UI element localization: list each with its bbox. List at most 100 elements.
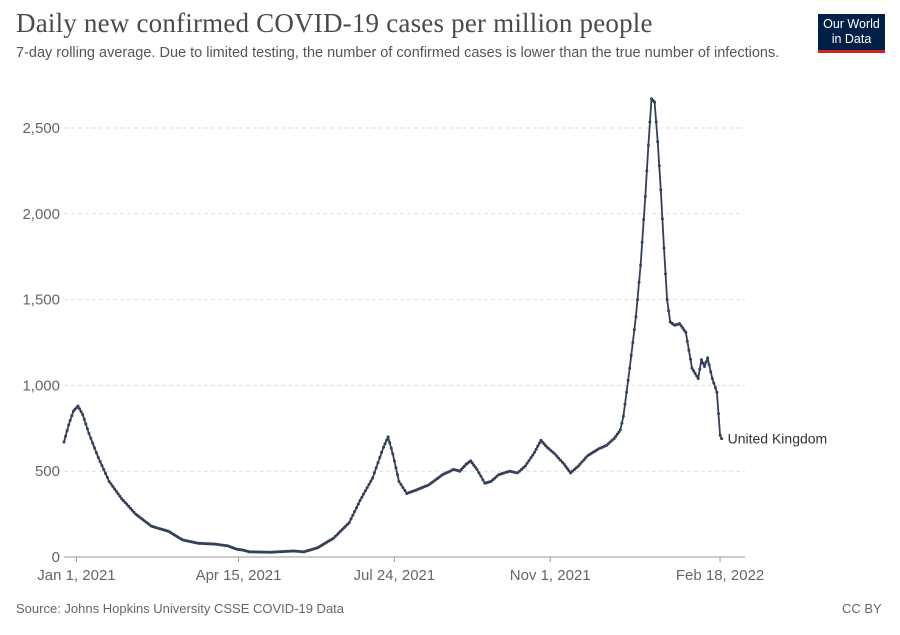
data-point [479,474,483,478]
data-point [118,494,122,498]
data-point [399,483,403,486]
x-tick-label: Apr 15, 2021 [196,567,282,584]
data-point [94,451,98,455]
y-tick-label: 0 [52,549,60,566]
data-point [706,356,710,360]
data-point [76,404,80,408]
data-point [534,447,538,451]
data-point [125,502,129,506]
data-point [396,473,399,477]
y-tick-label: 500 [35,463,60,480]
data-point [703,365,706,368]
y-tick-label: 2,500 [22,120,60,137]
data-point [715,390,719,394]
data-point [604,444,608,447]
data-point [473,465,477,469]
data-point [389,446,393,450]
data-point [582,458,586,462]
data-point [626,378,630,382]
data-point [495,474,499,478]
source-note[interactable]: Source: Johns Hopkins University CSSE CO… [16,601,345,616]
data-point [640,240,644,244]
data-point [527,459,531,463]
data-point [79,410,83,414]
data-point [351,513,355,517]
data-point [696,377,700,380]
data-point [634,315,638,319]
data-point [91,441,95,445]
data-point [102,468,106,471]
data-point [403,489,407,492]
data-point [685,339,689,343]
data-point [567,469,571,473]
data-point [699,358,703,362]
data-point [529,456,533,460]
data-point [376,461,380,465]
data-point [657,164,661,168]
owid-logo[interactable]: Our World in Data [818,14,885,53]
data-point [712,381,716,385]
data-point [374,466,378,470]
data-point [70,414,74,418]
data-point [382,445,385,449]
data-point [654,120,658,124]
chart-title: Daily new confirmed COVID-19 cases per m… [16,8,653,38]
data-point [81,413,85,417]
y-tick-label: 1,500 [22,292,60,309]
data-point [621,414,625,418]
data-point [525,461,529,465]
data-point [477,471,481,475]
data-point [690,366,694,370]
data-point [380,450,384,454]
data-point [87,431,91,435]
data-point [646,143,650,147]
data-point [82,417,86,421]
data-point [656,140,660,144]
data-point [559,458,562,462]
data-point [388,441,392,445]
data-point [533,450,537,454]
data-point [105,476,109,479]
data-point [64,434,68,438]
data-point [564,465,568,468]
data-point [625,390,629,394]
data-point [698,367,702,371]
data-point [67,423,71,427]
data-point [562,462,566,466]
data-point [107,480,111,483]
chart-subtitle: 7-day rolling average. Due to limited te… [16,45,780,61]
logo-line-1: Our World [823,17,880,31]
data-point [679,324,683,328]
data-point [665,298,669,302]
data-point [578,462,582,466]
data-point [355,506,358,510]
data-point [531,453,535,457]
data-point [620,421,624,425]
x-tick-label: Feb 18, 2022 [676,567,764,584]
data-point [547,447,551,451]
data-point [65,429,69,433]
data-point [104,472,108,475]
data-point [678,322,681,326]
data-point [472,463,476,467]
data-point [643,195,647,199]
license-label[interactable]: CC BY [842,601,882,616]
data-point [701,361,705,365]
data-point [667,309,671,313]
data-point [557,456,561,460]
logo-line-2: in Data [831,32,872,46]
data-point [692,369,696,373]
series-line-united-kingdom [63,97,723,554]
data-point [623,402,627,406]
data-point [362,492,366,496]
data-point [608,440,612,444]
data-point [693,371,697,375]
data-point [491,478,495,482]
data-point [628,366,632,370]
data-point [637,280,641,284]
data-point [397,480,401,483]
data-point [113,487,116,491]
data-point [84,422,88,426]
data-point [132,510,136,514]
data-point [709,370,713,374]
